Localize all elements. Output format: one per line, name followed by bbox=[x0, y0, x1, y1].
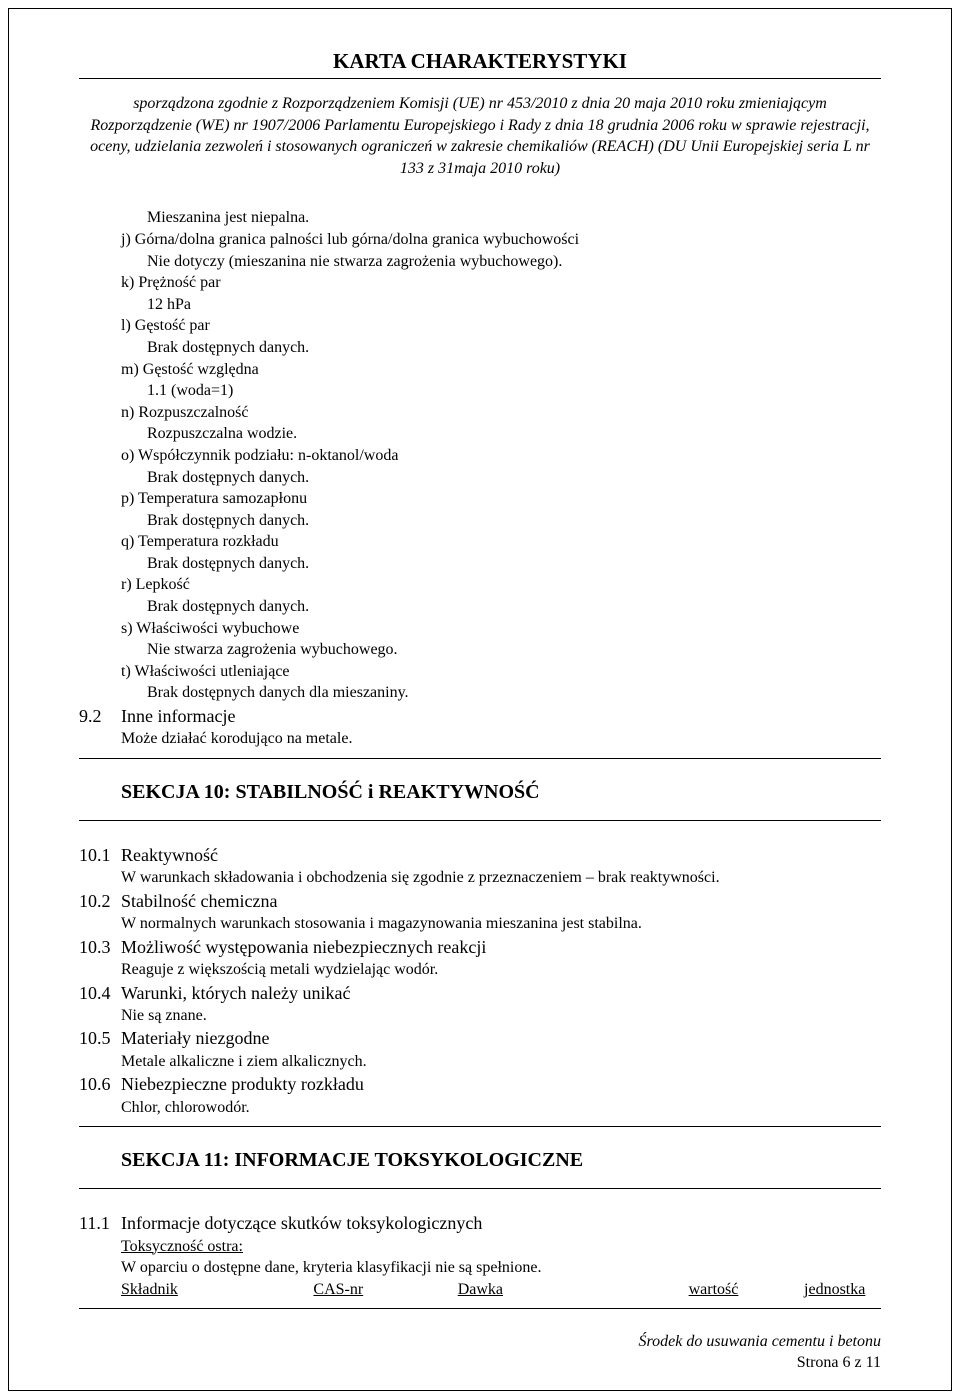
header-line: oceny, udzielania zezwoleń i stosowanych… bbox=[85, 136, 875, 158]
section-rule bbox=[79, 1188, 881, 1189]
document-title: KARTA CHARAKTERYSTYKI bbox=[79, 49, 881, 74]
item-k-label: k) Prężność par bbox=[121, 272, 881, 294]
item-q-label: q) Temperatura rozkładu bbox=[121, 531, 881, 553]
col-jednostka: jednostka bbox=[804, 1279, 881, 1301]
subsection-title: Informacje dotyczące skutków toksykologi… bbox=[121, 1211, 482, 1235]
section-rule bbox=[79, 1126, 881, 1127]
footer-product: Środek do usuwania cementu i betonu bbox=[639, 1331, 881, 1353]
subsection-title: Możliwość występowania niebezpiecznych r… bbox=[121, 935, 486, 959]
subsection-11-1: 11.1 Informacje dotyczące skutków toksyk… bbox=[79, 1211, 881, 1235]
item-t-text: Brak dostępnych danych dla mieszaniny. bbox=[147, 682, 881, 704]
body-content: Mieszanina jest niepalna. j) Górna/dolna… bbox=[79, 207, 881, 1309]
item-r-text: Brak dostępnych danych. bbox=[147, 596, 881, 618]
subsection-number: 11.1 bbox=[79, 1211, 121, 1235]
item-t-label: t) Właściwości utleniające bbox=[121, 661, 881, 683]
subsection-title: Warunki, których należy unikać bbox=[121, 981, 350, 1005]
subsection-number: 10.6 bbox=[79, 1072, 121, 1096]
item-j-text: Nie dotyczy (mieszanina nie stwarza zagr… bbox=[147, 251, 881, 273]
page-footer: Środek do usuwania cementu i betonu Stro… bbox=[639, 1331, 881, 1374]
item-j-label: j) Górna/dolna granica palności lub górn… bbox=[121, 229, 881, 251]
item-r-label: r) Lepkość bbox=[121, 574, 881, 596]
subsection-text: W normalnych warunkach stosowania i maga… bbox=[121, 913, 881, 935]
subsection-title: Materiały niezgodne bbox=[121, 1026, 269, 1050]
subsection-number: 10.1 bbox=[79, 843, 121, 867]
subsection-10-4: 10.4 Warunki, których należy unikać bbox=[79, 981, 881, 1005]
subsection-10-2: 10.2 Stabilność chemiczna bbox=[79, 889, 881, 913]
col-skladnik: Składnik bbox=[121, 1279, 313, 1301]
regulation-header: sporządzona zgodnie z Rozporządzeniem Ko… bbox=[79, 93, 881, 179]
subsection-number: 10.4 bbox=[79, 981, 121, 1005]
subsection-title: Reaktywność bbox=[121, 843, 218, 867]
col-wartosc: wartość bbox=[689, 1279, 804, 1301]
subsection-text: Nie są znane. bbox=[121, 1005, 881, 1027]
subsection-10-6: 10.6 Niebezpieczne produkty rozkładu bbox=[79, 1072, 881, 1096]
header-line: 133 z 31maja 2010 roku) bbox=[85, 158, 875, 180]
subsection-number: 10.2 bbox=[79, 889, 121, 913]
tox-label: Toksyczność ostra: bbox=[121, 1236, 881, 1258]
item-s-text: Nie stwarza zagrożenia wybuchowego. bbox=[147, 639, 881, 661]
subsection-title: Inne informacje bbox=[121, 704, 235, 728]
item-s-label: s) Właściwości wybuchowe bbox=[121, 618, 881, 640]
tox-text: W oparciu o dostępne dane, kryteria klas… bbox=[121, 1257, 881, 1279]
page-frame: KARTA CHARAKTERYSTYKI sporządzona zgodni… bbox=[8, 8, 952, 1391]
subsection-number: 10.5 bbox=[79, 1026, 121, 1050]
tox-table-header: Składnik CAS-nr Dawka wartość jednostka bbox=[121, 1279, 881, 1301]
item-p-text: Brak dostępnych danych. bbox=[147, 510, 881, 532]
item-o-text: Brak dostępnych danych. bbox=[147, 467, 881, 489]
item-l-text: Brak dostępnych danych. bbox=[147, 337, 881, 359]
text-line: Mieszanina jest niepalna. bbox=[147, 207, 881, 229]
item-m-label: m) Gęstość względna bbox=[121, 359, 881, 381]
header-line: Rozporządzenie (WE) nr 1907/2006 Parlame… bbox=[85, 115, 875, 137]
subsection-10-1: 10.1 Reaktywność bbox=[79, 843, 881, 867]
item-k-text: 12 hPa bbox=[147, 294, 881, 316]
item-p-label: p) Temperatura samozapłonu bbox=[121, 488, 881, 510]
item-o-label: o) Współczynnik podziału: n-oktanol/woda bbox=[121, 445, 881, 467]
item-n-label: n) Rozpuszczalność bbox=[121, 402, 881, 424]
item-l-label: l) Gęstość par bbox=[121, 315, 881, 337]
subsection-number: 9.2 bbox=[79, 704, 121, 728]
subsection-title: Niebezpieczne produkty rozkładu bbox=[121, 1072, 364, 1096]
item-q-text: Brak dostępnych danych. bbox=[147, 553, 881, 575]
subsection-text: Metale alkaliczne i ziem alkalicznych. bbox=[121, 1051, 881, 1073]
item-m-text: 1.1 (woda=1) bbox=[147, 380, 881, 402]
section-rule bbox=[79, 1308, 881, 1309]
subsection-text: Może działać korodująco na metale. bbox=[121, 728, 881, 750]
col-cas: CAS-nr bbox=[313, 1279, 457, 1301]
section-rule bbox=[79, 820, 881, 821]
subsection-number: 10.3 bbox=[79, 935, 121, 959]
subsection-text: Chlor, chlorowodór. bbox=[121, 1097, 881, 1119]
item-n-text: Rozpuszczalna wodzie. bbox=[147, 423, 881, 445]
subsection-10-3: 10.3 Możliwość występowania niebezpieczn… bbox=[79, 935, 881, 959]
subsection-title: Stabilność chemiczna bbox=[121, 889, 277, 913]
footer-page-number: Strona 6 z 11 bbox=[639, 1352, 881, 1374]
section-11-heading: SEKCJA 11: INFORMACJE TOKSYKOLOGICZNE bbox=[121, 1141, 881, 1180]
subsection-text: Reaguje z większością metali wydzielając… bbox=[121, 959, 881, 981]
header-line: sporządzona zgodnie z Rozporządzeniem Ko… bbox=[85, 93, 875, 115]
title-rule bbox=[79, 78, 881, 79]
subsection-text: W warunkach składowania i obchodzenia si… bbox=[121, 867, 881, 889]
section-rule bbox=[79, 758, 881, 759]
subsection-9-2: 9.2 Inne informacje bbox=[79, 704, 881, 728]
col-dawka: Dawka bbox=[458, 1279, 689, 1301]
section-10-heading: SEKCJA 10: STABILNOŚĆ i REAKTYWNOŚĆ bbox=[121, 773, 881, 812]
subsection-10-5: 10.5 Materiały niezgodne bbox=[79, 1026, 881, 1050]
